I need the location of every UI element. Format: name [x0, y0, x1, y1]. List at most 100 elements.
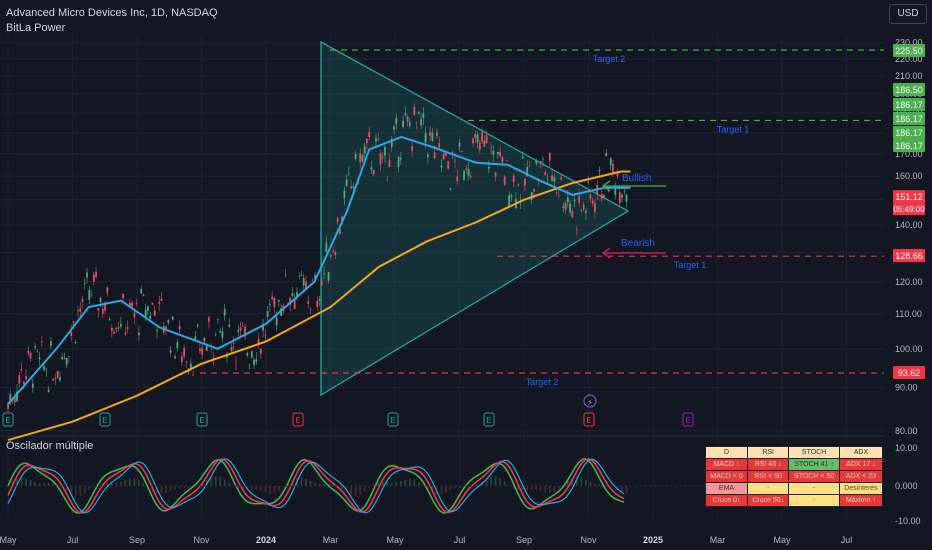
candle-body [496, 152, 499, 155]
osc-histogram-bar [106, 482, 109, 486]
candle-body [571, 211, 574, 217]
candle-body [517, 184, 520, 186]
earnings-marker: E [387, 412, 399, 427]
candle-body [110, 327, 113, 332]
candle-body [605, 152, 608, 157]
price-tag-text: 93.62 [898, 368, 921, 378]
candle-body [34, 346, 36, 348]
candle-body [625, 194, 628, 202]
candle-body [302, 278, 305, 286]
candle-body [305, 281, 307, 290]
candle-body [54, 378, 57, 380]
candle-body [447, 161, 450, 169]
candle-body [548, 152, 551, 161]
x-axis-label: Sep [516, 535, 532, 545]
earnings-marker-box [2, 412, 14, 427]
candle-body [366, 138, 368, 144]
candle-body [375, 137, 377, 142]
candle-body [614, 188, 617, 195]
earnings-marker: E [99, 412, 111, 427]
osc-histogram-bar [52, 483, 54, 486]
candle-body [440, 165, 443, 168]
currency-button[interactable]: USD [889, 4, 927, 24]
candle-body [402, 120, 404, 127]
candle-body [510, 195, 513, 198]
candle-body [239, 327, 242, 331]
candle-body [153, 310, 156, 316]
candle-body [201, 347, 204, 355]
price-axis-tick: 100.00 [895, 344, 923, 354]
osc-histogram-bar [16, 478, 18, 486]
osc-histogram-bar [187, 486, 190, 489]
table-cell: RSI 43 ↓ [746, 458, 790, 471]
candle-body [214, 333, 217, 335]
candle-body [7, 403, 9, 409]
candle-body [246, 353, 249, 356]
table-header-cell: STOCH [788, 446, 840, 459]
target-label: Target 2 [526, 377, 559, 387]
osc-histogram-bar [237, 486, 240, 489]
osc-histogram-bar [390, 482, 393, 486]
osc-histogram-bar [553, 486, 556, 492]
candle-body [244, 326, 246, 337]
osc-histogram-bar [539, 486, 542, 492]
candle-body [284, 274, 287, 276]
table-row: EMA - - Desinterés [705, 482, 884, 495]
candle-body [476, 134, 479, 143]
target-label: Target 1 [674, 260, 707, 270]
osc-histogram-bar [241, 486, 244, 490]
candle-body [38, 357, 41, 360]
price-axis-tick: 230.00 [895, 38, 923, 48]
candle-body [221, 331, 224, 338]
osc-histogram-bar [476, 484, 479, 486]
earnings-letter: E [586, 416, 591, 425]
osc-histogram-bar [318, 483, 321, 486]
candle-body [228, 324, 231, 327]
candle-body [144, 309, 147, 317]
earnings-letter: E [486, 416, 491, 425]
candle-body [397, 156, 400, 167]
candle-body [609, 158, 612, 166]
osc-histogram-bar [363, 486, 366, 492]
candle-body [320, 281, 323, 286]
candle-body [257, 339, 260, 345]
earnings-letter: E [295, 416, 300, 425]
osc-histogram-bar [43, 483, 45, 486]
table-cell: - [746, 482, 790, 495]
event-circle-icon [583, 394, 597, 408]
candle-body [275, 317, 278, 326]
candle-body [296, 292, 298, 298]
candle-body [551, 175, 553, 182]
candle-body [90, 293, 93, 295]
osc-histogram-bar [160, 486, 163, 495]
earnings-marker-box [99, 412, 111, 427]
osc-histogram-bar [124, 479, 127, 486]
earnings-marker-box [387, 412, 399, 427]
candle-body [438, 143, 441, 148]
candle-body [623, 191, 626, 192]
candle-body [156, 329, 158, 332]
candle-body [503, 176, 506, 185]
candle-body [180, 356, 183, 363]
osc-histogram-bar [404, 479, 407, 486]
candle-body [117, 327, 120, 329]
candle-body [406, 116, 409, 123]
osc-histogram-bar [25, 478, 27, 486]
candle-body [86, 272, 88, 278]
candle-body [478, 142, 481, 150]
table-row: MACD ↓ RSI 43 ↓ STOCH 41 ↑ ADX 17 ↓ [705, 458, 884, 471]
table-cell: ADX 17 ↓ [838, 458, 884, 471]
candle-body [151, 302, 154, 305]
candle-body [36, 351, 39, 352]
osc-histogram-bar [178, 486, 181, 489]
candle-body [226, 355, 228, 358]
table-cell: - [788, 482, 840, 495]
candle-body [445, 153, 447, 156]
osc-histogram-bar [115, 482, 118, 486]
osc-histogram-bar [314, 482, 316, 486]
candle-body [56, 370, 59, 379]
osc-histogram-bar [381, 481, 384, 486]
candle-body [318, 298, 321, 301]
candle-body [133, 312, 136, 318]
